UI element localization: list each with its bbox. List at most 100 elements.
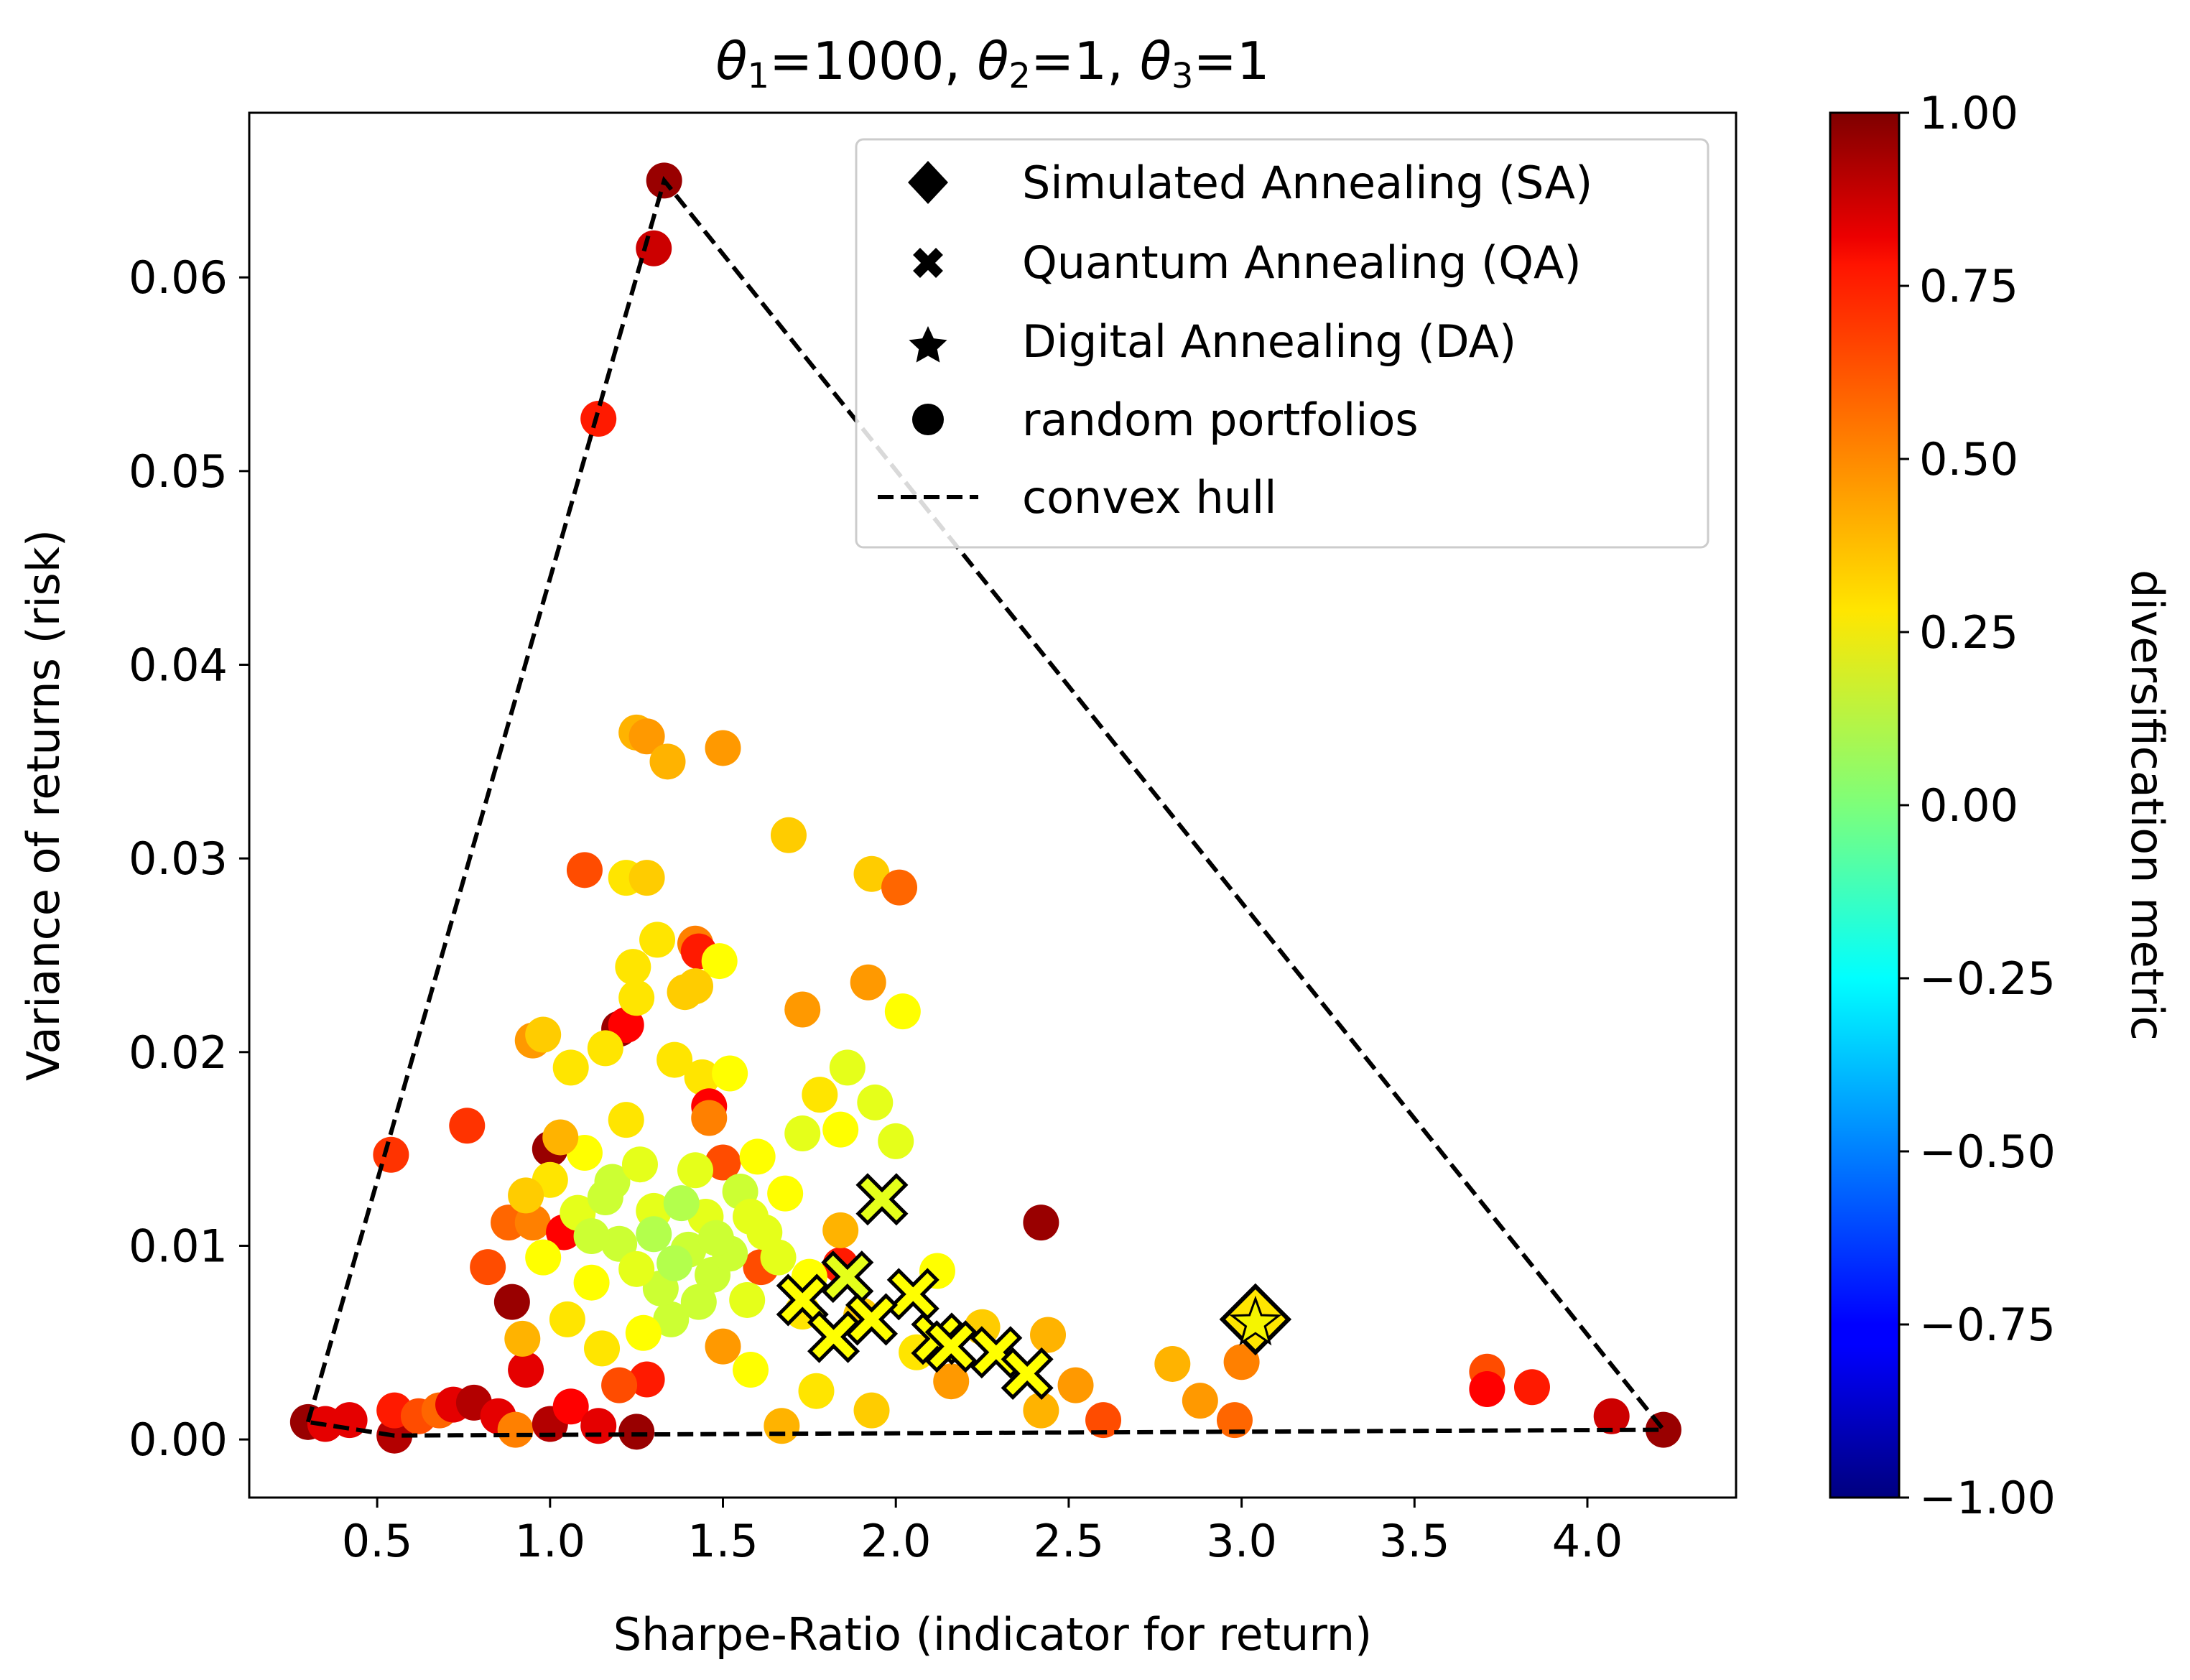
random-portfolio-point bbox=[677, 1152, 713, 1189]
random-portfolio-point bbox=[639, 922, 676, 958]
random-portfolio-point bbox=[549, 1301, 585, 1337]
legend-label-random: random portfolios bbox=[1022, 394, 1419, 446]
qa-x-marker bbox=[807, 1310, 860, 1363]
colorbar-tick-label: −0.25 bbox=[1919, 952, 2056, 1005]
x-tick-label: 3.0 bbox=[1206, 1515, 1277, 1567]
x-axis-ticks: 0.5 1.0 1.5 2.0 2.5 3.0 3.5 4.0 bbox=[342, 1498, 1623, 1567]
annealing-markers bbox=[776, 1173, 1292, 1400]
random-portfolio-point bbox=[663, 1185, 700, 1222]
random-portfolio-point bbox=[449, 1108, 486, 1144]
qa-x-marker bbox=[845, 1293, 899, 1346]
chart-title: θ1=1000, θ2=1, θ3=1 bbox=[715, 31, 1269, 96]
convex-hull-line bbox=[305, 175, 1669, 1438]
colorbar-ticks: 1.00 0.75 0.50 0.25 0.00 −0.25 −0.50 −0.75 −1.00 bbox=[1899, 87, 2056, 1524]
random-portfolio-point bbox=[829, 1049, 866, 1086]
random-portfolio-point bbox=[636, 230, 672, 266]
random-portfolio-point bbox=[656, 1245, 693, 1281]
colorbar-tick-label: 0.00 bbox=[1919, 779, 2018, 832]
random-portfolio-point bbox=[764, 1408, 800, 1444]
colorbar-tick-label: 0.75 bbox=[1919, 260, 2018, 312]
random-portfolio-point bbox=[1216, 1402, 1253, 1439]
random-portfolio-point bbox=[881, 869, 918, 906]
random-portfolio-point bbox=[784, 1115, 821, 1152]
colorbar-tick-label: 0.25 bbox=[1919, 606, 2018, 659]
random-portfolio-point bbox=[508, 1177, 544, 1214]
random-portfolio-point bbox=[628, 718, 665, 755]
random-portfolio-point bbox=[798, 1373, 835, 1409]
legend-star-icon bbox=[909, 326, 947, 363]
random-portfolio-point bbox=[566, 852, 603, 888]
random-portfolio-point bbox=[618, 980, 655, 1016]
random-portfolio-point bbox=[733, 1352, 769, 1388]
colorbar: 1.00 0.75 0.50 0.25 0.00 −0.25 −0.50 −0.75 −1.00… bbox=[1829, 87, 2173, 1524]
random-portfolio-point bbox=[601, 1225, 638, 1262]
random-portfolio-point bbox=[552, 1049, 589, 1086]
legend: Simulated Annealing (SA) Quantum Anneali… bbox=[855, 138, 1709, 549]
y-tick-label: 0.04 bbox=[129, 639, 228, 692]
y-axis-ticks: 0.00 0.01 0.02 0.03 0.04 0.05 0.06 bbox=[129, 251, 249, 1466]
random-portfolio-point bbox=[1154, 1345, 1191, 1382]
legend-diamond-icon bbox=[908, 161, 948, 204]
random-portfolio-point bbox=[1023, 1205, 1059, 1241]
random-portfolio-point bbox=[705, 1144, 741, 1181]
random-portfolio-point bbox=[802, 1077, 838, 1113]
random-portfolio-point bbox=[587, 1179, 623, 1216]
colorbar-tick-label: 0.50 bbox=[1919, 433, 2018, 486]
colorbar-tick-label: −1.00 bbox=[1919, 1472, 2056, 1524]
random-portfolio-point bbox=[504, 1320, 541, 1357]
colorbar-tick-label: −0.75 bbox=[1919, 1299, 2056, 1351]
qa-x-marker bbox=[1001, 1347, 1054, 1400]
random-portfolio-point bbox=[1085, 1402, 1122, 1439]
random-portfolio-point bbox=[573, 1217, 610, 1254]
x-tick-label: 4.0 bbox=[1552, 1515, 1623, 1567]
x-tick-label: 3.5 bbox=[1379, 1515, 1450, 1567]
random-portfolio-point bbox=[1469, 1370, 1505, 1407]
da-star-marker bbox=[1229, 1295, 1282, 1346]
random-portfolio-point bbox=[514, 1205, 551, 1241]
random-portfolio-point bbox=[684, 1059, 720, 1095]
plot-frame bbox=[248, 111, 1737, 1499]
random-portfolio-point bbox=[712, 1055, 748, 1092]
random-portfolio-point bbox=[733, 1199, 769, 1235]
y-tick-label: 0.00 bbox=[129, 1414, 228, 1466]
legend-label-hull: convex hull bbox=[1022, 471, 1277, 524]
random-portfolio-point bbox=[878, 1123, 914, 1159]
random-portfolio-point bbox=[608, 1007, 644, 1044]
legend-label-sa: Simulated Annealing (SA) bbox=[1022, 157, 1592, 209]
colorbar-tick-label: 1.00 bbox=[1919, 87, 2018, 139]
random-portfolio-point bbox=[691, 1100, 728, 1136]
legend-label-qa: Quantum Annealing (QA) bbox=[1022, 236, 1582, 289]
colorbar-label: diversification metric bbox=[2121, 570, 2173, 1041]
random-portfolio-point bbox=[525, 1016, 562, 1053]
random-portfolio-point bbox=[680, 1284, 717, 1320]
legend-x-icon bbox=[913, 248, 943, 278]
random-portfolio-point bbox=[760, 1239, 797, 1276]
random-portfolio-point bbox=[497, 1411, 534, 1448]
random-portfolio-point bbox=[933, 1363, 970, 1400]
random-portfolio-point bbox=[853, 855, 890, 892]
random-portfolio-point bbox=[615, 949, 651, 985]
random-portfolio-point bbox=[618, 1250, 655, 1287]
random-portfolio-point bbox=[649, 743, 686, 780]
random-portfolio-point bbox=[1182, 1383, 1218, 1419]
convex-hull-layer bbox=[305, 175, 1669, 1438]
random-portfolio-point bbox=[525, 1239, 562, 1276]
random-portfolio-point bbox=[628, 1361, 665, 1398]
random-portfolio-point bbox=[767, 1175, 804, 1212]
x-tick-label: 1.5 bbox=[687, 1515, 758, 1567]
random-portfolio-point bbox=[822, 1212, 859, 1248]
qa-x-marker bbox=[924, 1320, 978, 1373]
random-portfolio-point bbox=[677, 968, 713, 1005]
y-axis-label: Variance of returns (risk) bbox=[17, 529, 70, 1081]
random-portfolio-point bbox=[1023, 1392, 1059, 1429]
random-portfolio-point bbox=[573, 1264, 610, 1301]
random-portfolio-point bbox=[857, 1084, 894, 1120]
random-portfolio-point bbox=[508, 1352, 544, 1388]
random-portfolio-point bbox=[580, 401, 617, 437]
random-portfolio-point bbox=[822, 1111, 859, 1148]
y-tick-label: 0.03 bbox=[129, 832, 228, 885]
legend-label-da: Digital Annealing (DA) bbox=[1022, 315, 1516, 368]
random-portfolio-point bbox=[884, 993, 921, 1030]
